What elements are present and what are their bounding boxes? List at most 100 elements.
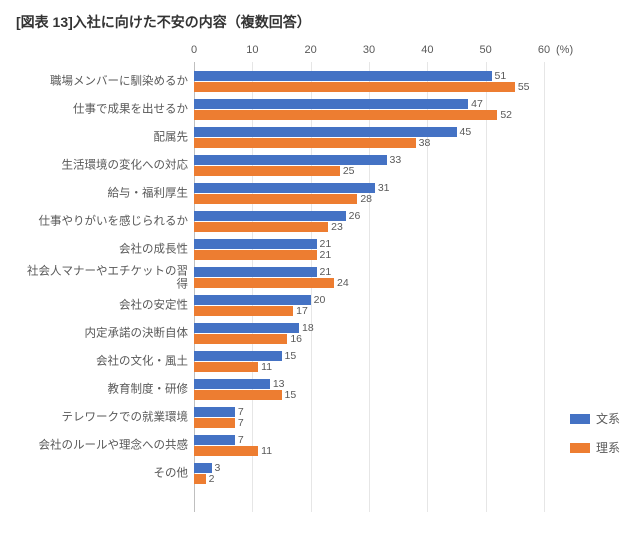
- value-label: 28: [357, 193, 372, 205]
- category-group: 会社の文化・風土1511: [194, 348, 544, 376]
- legend-swatch-bunkei: [570, 414, 590, 424]
- value-label: 38: [416, 137, 431, 149]
- gridline: [544, 62, 545, 512]
- category-group: 仕事で成果を出せるか4752: [194, 96, 544, 124]
- category-label: 配属先: [18, 132, 194, 145]
- chart-figure: [図表 13]入社に向けた不安の内容（複数回答） 0 10 20 30 40 50 60 (%…: [0, 0, 644, 533]
- bar-rikei: 28: [194, 194, 357, 204]
- bar-bunkei: 18: [194, 323, 299, 333]
- bar-bunkei: 51: [194, 71, 492, 81]
- value-label: 25: [340, 165, 355, 177]
- chart-area: 0102030405060(%)職場メンバーに馴染めるか5155仕事で成果を出せ…: [16, 40, 628, 520]
- value-label: 51: [492, 70, 507, 82]
- bar-bunkei: 33: [194, 155, 387, 165]
- value-label: 17: [293, 305, 308, 317]
- category-group: 会社の安定性2017: [194, 292, 544, 320]
- category-label: 生活環境の変化への対応: [18, 160, 194, 173]
- bar-rikei: 24: [194, 278, 334, 288]
- bar-rikei: 17: [194, 306, 293, 316]
- value-label: 20: [311, 294, 326, 306]
- bar-bunkei: 7: [194, 407, 235, 417]
- legend-item-bunkei: 文系: [570, 410, 620, 427]
- value-label: 45: [457, 126, 472, 138]
- category-group: 会社の成長性2121: [194, 236, 544, 264]
- bar-rikei: 15: [194, 390, 282, 400]
- category-group: テレワークでの就業環境77: [194, 404, 544, 432]
- x-tick-label: 30: [363, 44, 375, 56]
- value-label: 16: [287, 333, 302, 345]
- bar-bunkei: 47: [194, 99, 468, 109]
- plot-area: 0102030405060(%)職場メンバーに馴染めるか5155仕事で成果を出せ…: [194, 62, 544, 512]
- category-label: 会社の安定性: [18, 300, 194, 313]
- category-group: 仕事やりがいを感じられるか2623: [194, 208, 544, 236]
- value-label: 23: [328, 221, 343, 233]
- bar-rikei: 52: [194, 110, 497, 120]
- category-label: 教育制度・研修: [18, 384, 194, 397]
- bar-rikei: 11: [194, 362, 258, 372]
- bar-rikei: 55: [194, 82, 515, 92]
- category-label: 会社の成長性: [18, 244, 194, 257]
- bar-bunkei: 15: [194, 351, 282, 361]
- value-label: 26: [346, 210, 361, 222]
- bar-rikei: 38: [194, 138, 416, 148]
- value-label: 21: [317, 266, 332, 278]
- value-label: 55: [515, 81, 530, 93]
- value-label: 2: [206, 473, 215, 485]
- bar-rikei: 11: [194, 446, 258, 456]
- legend-item-rikei: 理系: [570, 439, 620, 456]
- category-group: 教育制度・研修1315: [194, 376, 544, 404]
- category-label: その他: [18, 468, 194, 481]
- category-label: 内定承諾の決断自体: [18, 328, 194, 341]
- x-tick-label: 20: [305, 44, 317, 56]
- x-tick-label: 50: [480, 44, 492, 56]
- category-label: 仕事で成果を出せるか: [18, 104, 194, 117]
- category-label: 職場メンバーに馴染めるか: [18, 76, 194, 89]
- value-label: 21: [317, 249, 332, 261]
- category-label: 仕事やりがいを感じられるか: [18, 216, 194, 229]
- legend-label-rikei: 理系: [596, 439, 620, 456]
- category-label: 会社のルールや理念への共感: [18, 440, 194, 453]
- category-label: 会社の文化・風土: [18, 356, 194, 369]
- x-tick-label: 0: [191, 44, 197, 56]
- bar-bunkei: 7: [194, 435, 235, 445]
- category-group: 生活環境の変化への対応3325: [194, 152, 544, 180]
- category-group: 配属先4538: [194, 124, 544, 152]
- category-group: 会社のルールや理念への共感711: [194, 432, 544, 460]
- chart-title: [図表 13]入社に向けた不安の内容（複数回答）: [16, 12, 632, 32]
- value-label: 52: [497, 109, 512, 121]
- bar-rikei: 21: [194, 250, 317, 260]
- bar-bunkei: 26: [194, 211, 346, 221]
- value-label: 33: [387, 154, 402, 166]
- x-tick-label: 10: [246, 44, 258, 56]
- x-tick-label: 40: [421, 44, 433, 56]
- bar-rikei: 23: [194, 222, 328, 232]
- category-label: テレワークでの就業環境: [18, 412, 194, 425]
- category-label: 社会人マナーやエチケットの習得: [18, 265, 194, 290]
- bar-bunkei: 21: [194, 267, 317, 277]
- category-group: 内定承諾の決断自体1816: [194, 320, 544, 348]
- bar-rikei: 7: [194, 418, 235, 428]
- bar-bunkei: 20: [194, 295, 311, 305]
- value-label: 11: [258, 445, 272, 457]
- bar-bunkei: 21: [194, 239, 317, 249]
- value-label: 7: [235, 434, 244, 446]
- value-label: 7: [235, 417, 244, 429]
- value-label: 24: [334, 277, 349, 289]
- value-label: 11: [258, 361, 272, 373]
- x-axis-unit: (%): [556, 44, 573, 56]
- bar-rikei: 25: [194, 166, 340, 176]
- bar-bunkei: 31: [194, 183, 375, 193]
- x-tick-label: 60: [538, 44, 550, 56]
- legend-swatch-rikei: [570, 443, 590, 453]
- bar-bunkei: 45: [194, 127, 457, 137]
- category-label: 給与・福利厚生: [18, 188, 194, 201]
- bar-bunkei: 3: [194, 463, 212, 473]
- bar-rikei: 2: [194, 474, 206, 484]
- value-label: 47: [468, 98, 483, 110]
- value-label: 15: [282, 350, 297, 362]
- category-group: その他32: [194, 460, 544, 488]
- value-label: 31: [375, 182, 390, 194]
- bar-rikei: 16: [194, 334, 287, 344]
- value-label: 15: [282, 389, 297, 401]
- category-group: 給与・福利厚生3128: [194, 180, 544, 208]
